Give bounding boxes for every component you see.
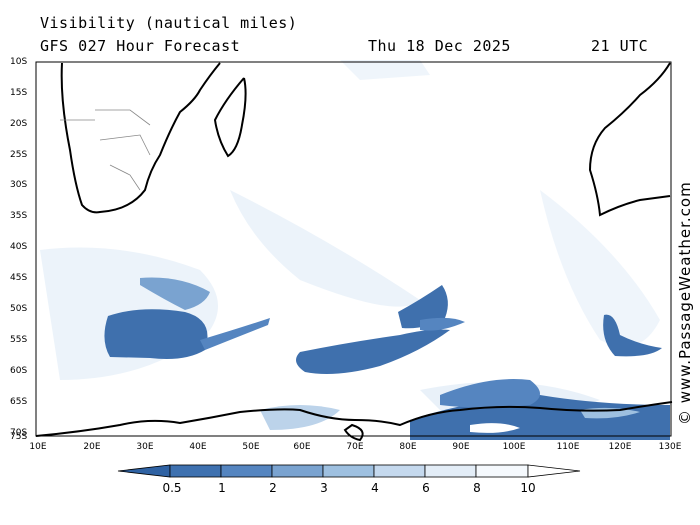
lat-label-55s: 55S: [10, 335, 27, 345]
colorbar-label-4: 4: [371, 481, 379, 495]
lon-label-40e: 40E: [189, 442, 206, 452]
colorbar-label-2: 2: [269, 481, 277, 495]
lat-label-20s: 20S: [10, 119, 27, 129]
colorbar-label-8: 8: [473, 481, 481, 495]
colorbar-label-6: 6: [422, 481, 430, 495]
lat-label-50s: 50S: [10, 304, 27, 314]
lat-label-65s: 65S: [10, 397, 27, 407]
lat-label-45s: 45S: [10, 273, 27, 283]
lat-label-25s: 25S: [10, 150, 27, 160]
lon-label-80e: 80E: [399, 442, 416, 452]
light-haze-areas: [40, 60, 660, 430]
lon-label-50e: 50E: [242, 442, 259, 452]
lat-label-15s: 15S: [10, 88, 27, 98]
lat-label-75s: 75S: [10, 432, 27, 442]
lon-label-120e: 120E: [609, 442, 632, 452]
lon-label-30e: 30E: [136, 442, 153, 452]
lon-label-100e: 100E: [503, 442, 526, 452]
lat-label-10s: 10S: [10, 57, 27, 67]
visibility-colorbar: [118, 465, 580, 477]
lat-label-60s: 60S: [10, 366, 27, 376]
colorbar-label-10: 10: [520, 481, 535, 495]
country-borders: [60, 110, 150, 190]
lat-label-40s: 40S: [10, 242, 27, 252]
lon-label-10e: 10E: [29, 442, 46, 452]
lon-label-70e: 70E: [346, 442, 363, 452]
site-credit: © www.PassageWeather.com: [676, 181, 694, 425]
lon-label-130e: 130E: [659, 442, 682, 452]
colorbar-label-0-5: 0.5: [162, 481, 181, 495]
lon-label-20e: 20E: [83, 442, 100, 452]
lat-label-35s: 35S: [10, 211, 27, 221]
lon-label-110e: 110E: [557, 442, 580, 452]
colorbar-label-3: 3: [320, 481, 328, 495]
colorbar-label-1: 1: [218, 481, 226, 495]
lon-label-90e: 90E: [452, 442, 469, 452]
lon-label-60e: 60E: [293, 442, 310, 452]
lat-label-30s: 30S: [10, 180, 27, 190]
